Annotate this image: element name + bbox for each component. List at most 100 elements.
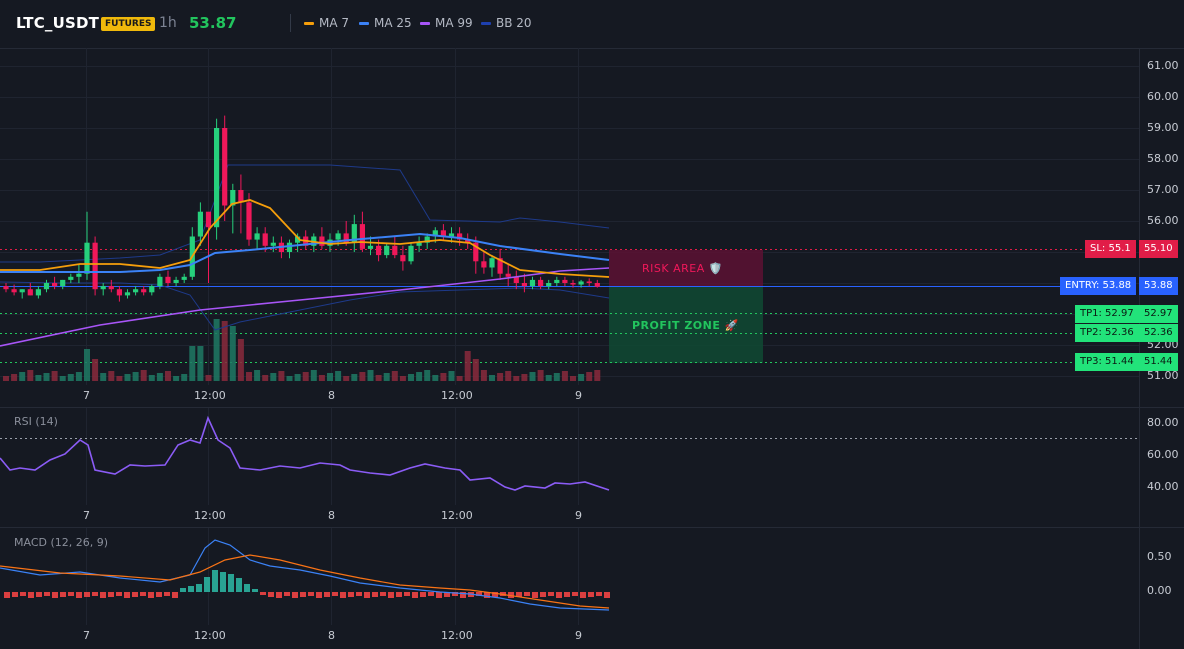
volume-bar bbox=[165, 371, 171, 381]
volume-bar bbox=[399, 376, 406, 381]
volume-bar bbox=[19, 372, 26, 381]
volume-bar bbox=[132, 372, 139, 381]
volume-bar bbox=[27, 370, 34, 381]
macd-histogram-bar bbox=[164, 592, 170, 596]
candle bbox=[3, 283, 9, 293]
candle bbox=[554, 276, 560, 287]
volume-bar bbox=[221, 321, 228, 381]
candle bbox=[11, 284, 17, 296]
volume-bar bbox=[11, 374, 18, 381]
tp2-tag[interactable]: TP2: 52.36 bbox=[1075, 324, 1139, 342]
macd-histogram-bar bbox=[580, 592, 586, 598]
candle bbox=[197, 202, 203, 246]
macd-signal-line bbox=[0, 554, 610, 609]
volume-bar bbox=[513, 376, 520, 381]
entry-tag[interactable]: ENTRY: 53.88 bbox=[1060, 277, 1137, 295]
time-axis-label: 8 bbox=[328, 509, 335, 522]
tp3-tag[interactable]: TP3: 51.44 bbox=[1075, 353, 1139, 371]
volume-bar bbox=[570, 376, 576, 381]
candle bbox=[286, 239, 293, 259]
sl-tag[interactable]: SL: 55.1 bbox=[1085, 240, 1136, 258]
ma99-swatch-icon bbox=[420, 22, 430, 25]
macd-histogram-bar bbox=[84, 592, 90, 597]
macd-histogram-bar bbox=[284, 592, 290, 596]
tp1-tag[interactable]: TP1: 52.97 bbox=[1075, 305, 1139, 323]
volume-bar bbox=[35, 375, 42, 381]
macd-histogram-bar bbox=[452, 592, 458, 596]
candle bbox=[465, 233, 471, 249]
volume-bar bbox=[3, 376, 9, 381]
time-axis-label: 8 bbox=[328, 629, 335, 642]
volume-bar bbox=[43, 373, 50, 381]
candle bbox=[594, 279, 600, 288]
time-axis-label: 7 bbox=[83, 629, 90, 642]
macd-histogram-bar bbox=[332, 592, 338, 596]
volume-bar bbox=[586, 372, 593, 381]
volume-bar bbox=[237, 339, 244, 381]
volume-bar bbox=[440, 373, 447, 381]
macd-histogram-bar bbox=[428, 592, 434, 596]
volume-bar bbox=[416, 372, 423, 381]
macd-histogram-bar bbox=[28, 592, 34, 598]
time-axis-label: 12:00 bbox=[441, 509, 473, 522]
bb-lower-line bbox=[0, 281, 610, 331]
candle bbox=[529, 276, 536, 290]
macd-histogram-bar bbox=[68, 592, 74, 596]
volume-bar bbox=[156, 373, 163, 381]
macd-histogram-bar bbox=[588, 592, 594, 597]
legend-ma25[interactable]: MA 25 bbox=[359, 16, 412, 30]
legend-ma7[interactable]: MA 7 bbox=[304, 16, 349, 30]
volume-bar bbox=[294, 374, 301, 381]
macd-histogram-bar bbox=[484, 592, 490, 598]
candle bbox=[481, 252, 487, 274]
volume-bar bbox=[424, 370, 431, 381]
price-axis-label: 56.00 bbox=[1147, 214, 1179, 227]
volume-bar bbox=[92, 359, 99, 381]
risk-area-zone[interactable] bbox=[609, 250, 763, 287]
macd-histogram-bar bbox=[292, 592, 298, 598]
volume-bar bbox=[262, 375, 269, 381]
macd-histogram-bar bbox=[348, 592, 354, 597]
tp2-axis-value: 52.36 bbox=[1139, 324, 1178, 342]
volume-bar bbox=[472, 359, 479, 381]
macd-histogram-bar bbox=[372, 592, 378, 597]
candle bbox=[538, 276, 544, 290]
macd-histogram-bar bbox=[412, 592, 418, 598]
volume-bar bbox=[505, 371, 512, 381]
volume-bar bbox=[343, 376, 350, 381]
legend-ma99[interactable]: MA 99 bbox=[420, 16, 473, 30]
profit-zone[interactable] bbox=[609, 287, 763, 363]
ma7-swatch-icon bbox=[304, 22, 314, 25]
macd-histogram-bar bbox=[556, 592, 562, 598]
rsi-axis-40: 40.00 bbox=[1147, 480, 1179, 493]
candle bbox=[157, 273, 163, 290]
candle bbox=[270, 236, 276, 252]
macd-histogram-bar bbox=[492, 592, 498, 597]
timeframe-label[interactable]: 1h bbox=[159, 15, 177, 31]
macd-histogram-bar bbox=[308, 592, 314, 596]
candle bbox=[116, 286, 122, 302]
volume-bar bbox=[205, 375, 212, 381]
volume-bar bbox=[351, 374, 358, 381]
candle bbox=[497, 248, 503, 280]
candle bbox=[173, 276, 179, 287]
symbol-label[interactable]: LTC_USDT bbox=[16, 14, 100, 32]
macd-histogram-bar bbox=[252, 589, 258, 592]
volume-bar bbox=[302, 372, 309, 381]
volume-bar bbox=[140, 370, 147, 381]
volume-bar bbox=[456, 376, 463, 381]
macd-histogram-bar bbox=[4, 592, 10, 598]
volume-bar bbox=[51, 371, 58, 381]
candle bbox=[60, 279, 66, 290]
volume-bar bbox=[100, 373, 107, 381]
volume-bar bbox=[561, 371, 568, 381]
candle bbox=[505, 264, 511, 287]
volume-bar bbox=[391, 371, 398, 381]
candle bbox=[254, 227, 260, 249]
time-axis-label: 12:00 bbox=[194, 389, 226, 402]
macd-histogram-bar bbox=[100, 592, 106, 598]
legend-bb20[interactable]: BB 20 bbox=[481, 16, 532, 30]
candle bbox=[214, 118, 220, 240]
volume-bar bbox=[464, 351, 471, 381]
